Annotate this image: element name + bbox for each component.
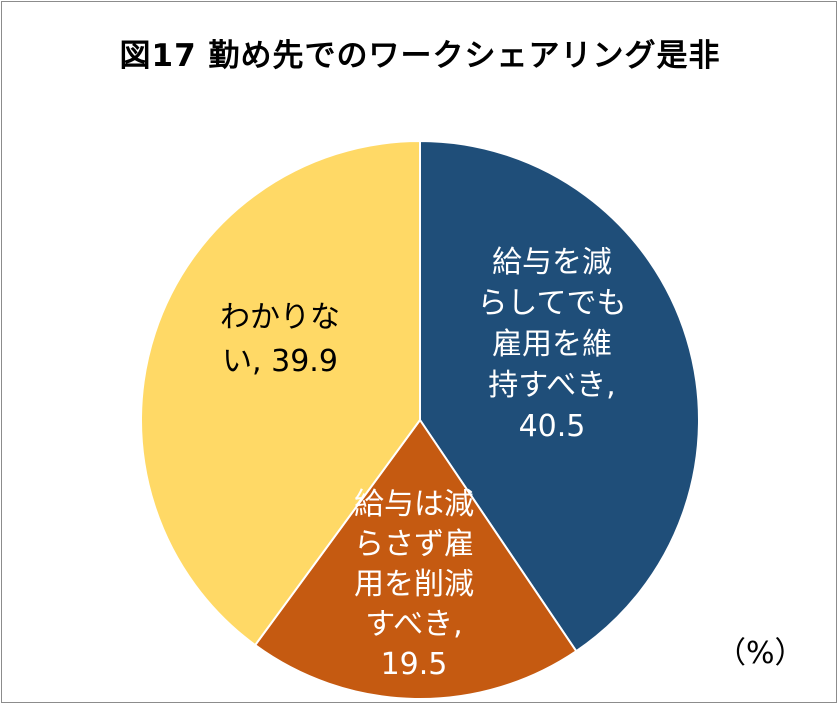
slice-label-2: 給与は減らさず雇用を削減すべき, (354, 487, 474, 642)
slice-value-1: 40.5 (519, 409, 586, 444)
slice-value-2: 19.5 (381, 647, 448, 682)
pie-slice-2 (253, 418, 578, 700)
pie-labels: 給与を減らしてでも雇用を維持すべき, 40.5 給与は減らさず雇用を削減すべき, 19… (220, 245, 627, 682)
pie-slice-3 (140, 139, 421, 647)
unit-label: （%） (716, 636, 805, 671)
chart-title: 図17 勤め先でのワークシェアリング是非 (119, 38, 721, 74)
slice-label-3: わかりない, 39.9 (220, 300, 340, 379)
slice-label-1: 給与を減らしてでも雇用を維持すべき, (477, 245, 626, 403)
pie-slice-1 (419, 139, 700, 653)
pie-slices (140, 139, 700, 700)
